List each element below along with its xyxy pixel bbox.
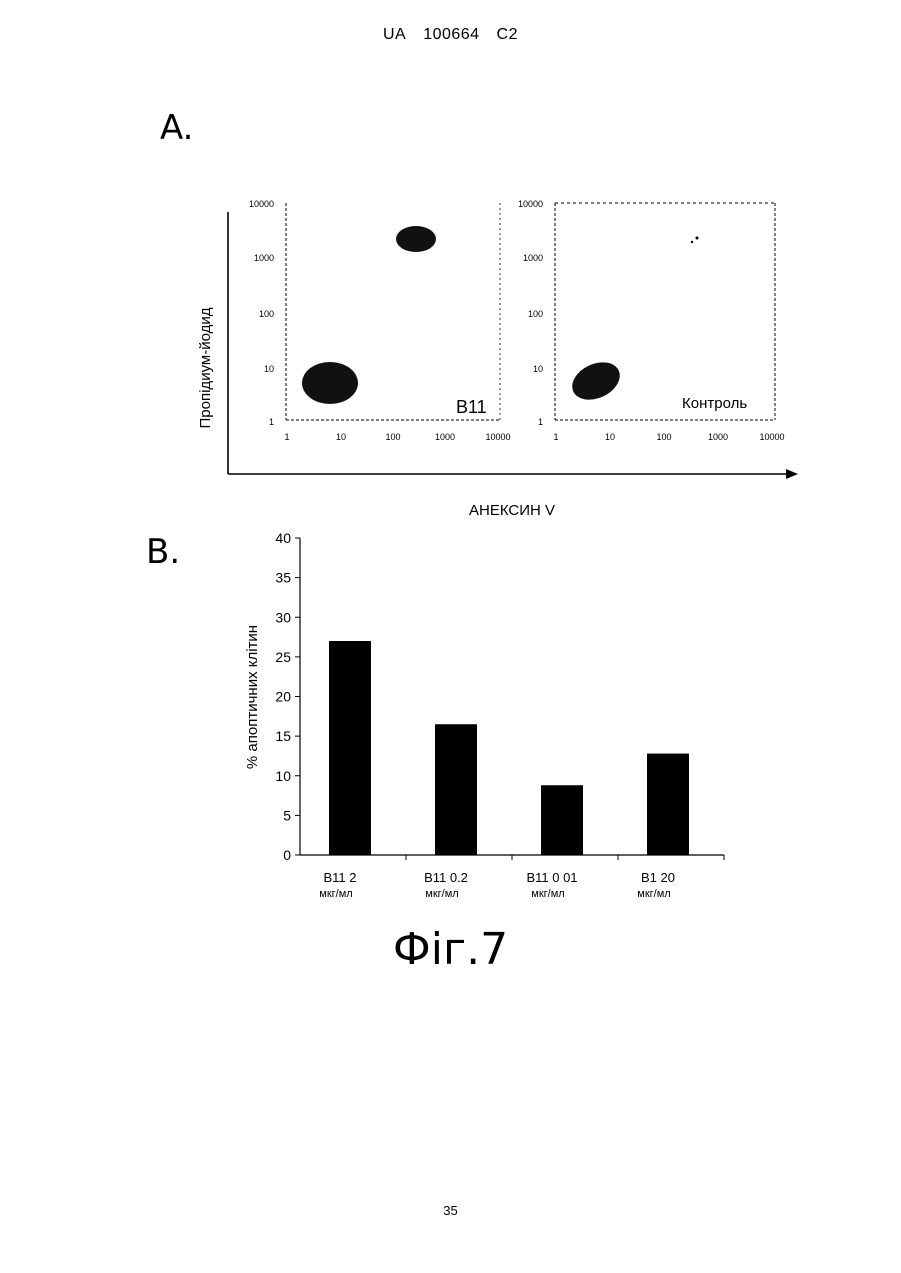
y-tick-label: 20 [275, 689, 291, 705]
page-number: 35 [0, 1203, 901, 1218]
x-category-label: B11 2 [323, 870, 356, 885]
y-tick-label: 25 [275, 649, 291, 665]
y-tick-label: 35 [275, 570, 291, 586]
y-tick-label: 5 [283, 807, 291, 823]
x-category-unit-label: мкг/мл [531, 888, 564, 900]
x-category-unit-label: мкг/мл [637, 888, 670, 900]
x-category-unit-label: мкг/мл [425, 888, 458, 900]
y-tick-label: 0 [283, 847, 291, 863]
x-category-label: B11 0.2 [424, 870, 468, 885]
y-axis-title: % апоптичних клітин [244, 625, 261, 769]
y-tick-label: 30 [275, 609, 291, 625]
figure-caption: Фіг.7 [0, 924, 901, 975]
bar [647, 754, 689, 855]
x-category-label: B11 0 01 [526, 870, 577, 885]
y-tick-label: 10 [275, 768, 291, 784]
bar [435, 724, 477, 855]
x-category-unit-label: мкг/мл [319, 888, 352, 900]
bar-chart-root: 0 5 10 15 20 25 30 35 40 % апоптичних клітин B11 2… [244, 530, 724, 900]
y-tick-label: 40 [275, 530, 291, 546]
y-tick-label: 15 [275, 728, 291, 744]
bar [329, 641, 371, 855]
bar [541, 785, 583, 855]
apoptosis-bar-chart: 0 5 10 15 20 25 30 35 40 % апоптичних клітин B11 2… [0, 0, 901, 920]
x-category-label: B1 20 [641, 870, 675, 885]
